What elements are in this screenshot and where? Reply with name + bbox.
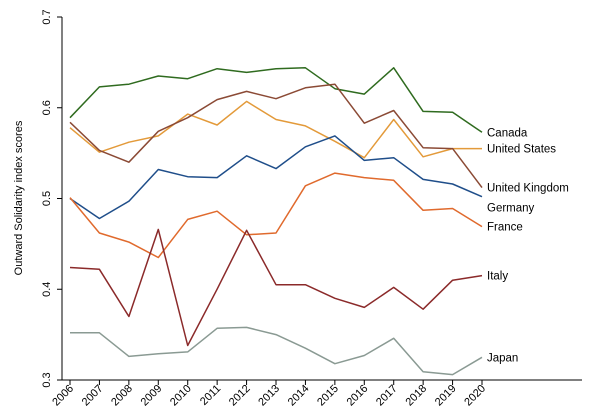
x-tick-label: 2017 (374, 383, 400, 409)
series-line-germany (69, 135, 483, 220)
x-tick-label: 2020 (462, 383, 488, 409)
y-ticks: 0.3 0.4 0.5 0.6 0.7 (41, 9, 62, 388)
y-tick-label: 0.6 (41, 100, 53, 115)
y-tick-label: 0.4 (41, 282, 53, 297)
x-tick-label: 2010 (168, 383, 194, 409)
series-label-france: France (487, 222, 523, 234)
series-line-canada (69, 67, 483, 133)
x-tick-label: 2016 (345, 383, 371, 409)
series-label-canada: Canada (487, 127, 528, 139)
x-tick-label: 2015 (315, 383, 341, 409)
x-tick-label: 2011 (198, 383, 223, 408)
x-tick-label: 2013 (256, 383, 282, 409)
series-label-germany: Germany (487, 203, 535, 215)
y-tick-label: 0.3 (41, 372, 53, 387)
y-axis-title: Outward Solidarity index scores (13, 120, 25, 275)
x-tick-label: 2009 (139, 383, 165, 409)
series-end-labels: Canada United States United Kingdom Germany… (487, 127, 569, 364)
y-tick-label: 0.5 (41, 191, 53, 206)
x-ticks: 2006 2007 2008 2009 2010 2011 2012 2013 2014 2015… (50, 380, 488, 408)
series-label-japan: Japan (487, 352, 518, 364)
series-line-united-states (69, 100, 482, 159)
x-tick-label: 2008 (109, 383, 135, 409)
x-tick-label: 2014 (286, 383, 312, 409)
series-label-italy: Italy (487, 271, 508, 283)
x-tick-label: 2007 (80, 383, 106, 409)
x-tick-label: 2019 (433, 383, 459, 409)
series-line-united-kingdom (69, 83, 483, 189)
x-tick-label: 2012 (227, 383, 253, 409)
x-tick-label: 2018 (403, 383, 429, 409)
series-label-united-kingdom: United Kingdom (487, 183, 569, 195)
series-line-italy (69, 228, 483, 347)
y-tick-label: 0.7 (41, 9, 53, 24)
series-label-united-states: United States (487, 144, 556, 156)
series-lines (69, 67, 483, 376)
x-tick-label: 2006 (50, 383, 76, 409)
series-line-france (69, 172, 483, 259)
series-line-japan (70, 326, 483, 376)
